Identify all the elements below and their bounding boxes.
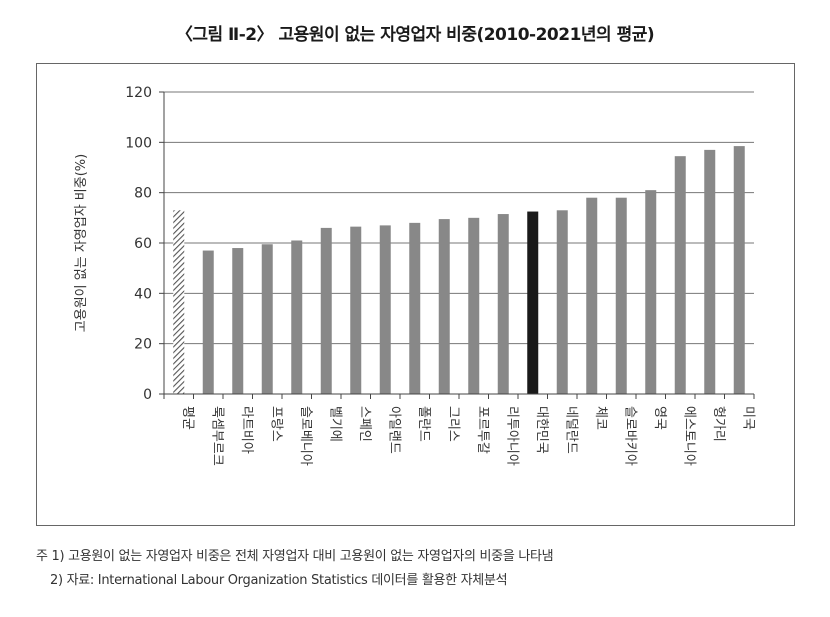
- category-label: 대한민국: [534, 406, 549, 454]
- figure-notes: 주 1) 고용원이 없는 자영업자 비중은 전체 자영업자 대비 고용원이 없는…: [36, 545, 554, 593]
- bar-7: [379, 225, 391, 394]
- bar-8: [409, 222, 421, 394]
- figure-title: 〈그림 Ⅱ-2〉 고용원이 없는 자영업자 비중(2010-2021년의 평균): [175, 25, 655, 45]
- category-label: 미국: [740, 406, 755, 430]
- bar-6: [350, 226, 362, 394]
- category-label: 리투아니아: [504, 406, 519, 466]
- bar-18: [704, 149, 716, 394]
- bar-11: [497, 214, 509, 394]
- category-label: 슬로베니아: [298, 406, 313, 466]
- y-tick-label: 20: [134, 337, 152, 353]
- y-tick-label: 40: [134, 286, 152, 302]
- axis-layer: [159, 91, 755, 399]
- bar-layer: [173, 146, 745, 394]
- category-label: 스페인: [357, 406, 372, 442]
- chart-frame: 0 20 40 60 80 100 120 평균 룩셈부르크 라트비아 프랑스 슬로베니아 벨기에 스페인…: [36, 63, 795, 526]
- bar-2: [232, 248, 244, 394]
- bar-14: [586, 197, 598, 394]
- bar-10: [468, 217, 480, 394]
- y-tick-label: 80: [134, 186, 152, 202]
- y-tick-label: 60: [134, 236, 152, 252]
- category-label: 에스토니아: [681, 406, 696, 466]
- bar-12: [527, 211, 539, 394]
- note-definition: 주 1) 고용원이 없는 자영업자 비중은 전체 자영업자 대비 고용원이 없는…: [36, 549, 554, 564]
- category-label: 라트비아: [239, 406, 254, 454]
- category-label: 네덜란드: [563, 406, 578, 454]
- bar-0: [173, 210, 185, 394]
- category-label: 영국: [652, 406, 667, 430]
- bar-19: [733, 146, 745, 394]
- category-label: 아일랜드: [386, 406, 401, 454]
- bar-4: [291, 240, 303, 394]
- bar-5: [320, 227, 332, 394]
- category-label: 폴란드: [416, 406, 431, 442]
- category-label: 룩셈부르크: [209, 406, 224, 466]
- bar-13: [556, 210, 568, 394]
- category-label: 프랑스: [268, 406, 283, 442]
- y-axis-title: 고용원이 없는 자영업자 비중(%): [74, 154, 89, 332]
- category-label: 벨기에: [327, 406, 342, 442]
- category-label: 포르투갈: [475, 406, 490, 454]
- category-label: 그리스: [445, 406, 460, 442]
- y-tick-label: 0: [143, 387, 152, 403]
- bar-1: [202, 250, 214, 394]
- bar-16: [645, 190, 657, 394]
- y-tick-label: 120: [125, 85, 152, 101]
- bar-17: [674, 156, 686, 394]
- grid-layer: [164, 91, 754, 345]
- y-tick-label: 100: [125, 135, 152, 151]
- note-source: 2) 자료: International Labour Organization…: [50, 573, 508, 588]
- bar-3: [261, 244, 273, 394]
- category-label: 평균: [180, 406, 195, 430]
- bar-chart: 0 20 40 60 80 100 120 평균 룩셈부르크 라트비아 프랑스 슬로베니아 벨기에 스페인…: [74, 85, 755, 466]
- label-layer: 0 20 40 60 80 100 120 평균 룩셈부르크 라트비아 프랑스 슬로베니아 벨기에 스페인…: [125, 85, 755, 466]
- bar-15: [615, 197, 627, 394]
- bar-9: [438, 219, 450, 394]
- category-label: 체코: [593, 406, 608, 430]
- category-label: 슬로바키아: [622, 406, 637, 466]
- category-label: 헝가리: [711, 406, 726, 442]
